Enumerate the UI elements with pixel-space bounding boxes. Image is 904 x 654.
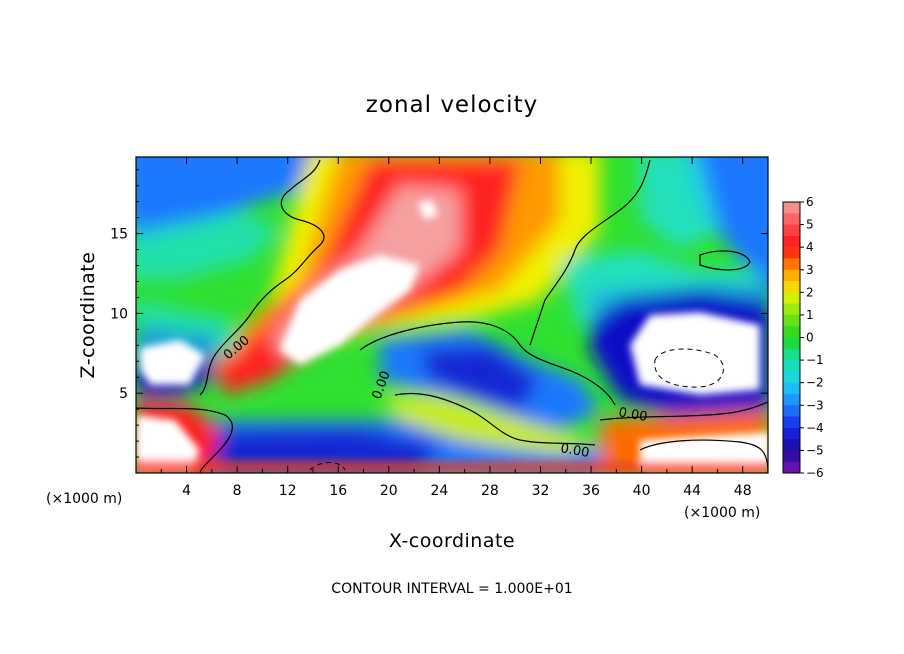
- colorbar: 6 5 4 3 2 1 0 −1 −2 −3 −4 −5 −6: [782, 195, 824, 480]
- region-upper-left-blue: [136, 157, 320, 239]
- colorbar-tick-label: −5: [806, 443, 824, 457]
- colorbar-cell: [783, 213, 800, 226]
- region-top-white-core: [418, 200, 438, 220]
- colorbar-cell: [783, 416, 800, 429]
- contour-central: [359, 321, 616, 406]
- colorbar-tick-label: 1: [806, 308, 814, 322]
- colorbar-cell: [783, 393, 800, 406]
- contour-interval-footer: CONTOUR INTERVAL = 1.000E+01: [331, 581, 572, 597]
- y-tick-label: 5: [119, 386, 128, 402]
- x-tick-label: 48: [734, 483, 752, 499]
- colorbar-cell: [783, 247, 800, 259]
- colorbar-cell: [783, 224, 800, 237]
- colorbar-cell: [783, 382, 800, 395]
- colorbar-cells: [783, 202, 800, 474]
- colorbar-tick-label: −3: [806, 398, 824, 412]
- colorbar-cell: [783, 202, 800, 214]
- region-plume-saturated: [280, 255, 420, 365]
- colorbar-tick-label: 3: [806, 263, 814, 277]
- x-tick-label: 16: [329, 483, 347, 499]
- contour-central-upper: [529, 159, 651, 346]
- colorbar-cell: [783, 371, 800, 384]
- x-unit-label-left: (×1000 m): [46, 491, 122, 507]
- colorbar-tick-label: 5: [806, 218, 814, 232]
- y-tick-label: 15: [110, 227, 128, 243]
- region-middle-deep-blue: [420, 345, 540, 410]
- chart-title: zonal velocity: [366, 92, 538, 118]
- region-left-saturated: [140, 340, 205, 385]
- colorbar-tick-label: −4: [806, 421, 824, 435]
- x-tick-label: 20: [380, 483, 398, 499]
- x-axis-label: X-coordinate: [389, 530, 515, 552]
- region-right-vortex-saturated: [630, 312, 760, 395]
- colorbar-cell: [783, 450, 800, 463]
- colorbar-cell: [783, 303, 800, 316]
- x-axis: 4 8 12 16 20 24 28 32 36 40 44 48: [160, 157, 752, 499]
- colorbar-cell: [783, 235, 800, 248]
- contour-label-bottom: 0.00: [559, 441, 590, 461]
- zero-contours: [136, 159, 768, 473]
- contour-label-right: 0.00: [617, 405, 648, 425]
- colorbar-tick-label: −2: [806, 376, 824, 390]
- region-bottom-left-saturated: [136, 415, 200, 473]
- y-axis: 5 10 15: [110, 169, 768, 458]
- x-tick-label: 36: [582, 483, 600, 499]
- contour-bottom-small: [309, 462, 346, 471]
- region-right-vortex-cyan: [560, 250, 768, 330]
- x-tick-label: 24: [430, 483, 448, 499]
- x-unit-label-right: (×1000 m): [684, 505, 760, 521]
- x-tick-label: 40: [633, 483, 651, 499]
- x-tick-label: 32: [532, 483, 550, 499]
- colorbar-cell: [783, 281, 800, 293]
- contour-bottom-right: [639, 439, 768, 473]
- colorbar-cell: [783, 326, 800, 338]
- colorbar-labels: 6 5 4 3 2 1 0 −1 −2 −3 −4 −5 −6: [800, 195, 824, 480]
- colorbar-cell: [783, 439, 800, 451]
- colorbar-cell: [783, 461, 800, 474]
- colorbar-cell: [783, 337, 800, 350]
- contour-lower-middle: [394, 392, 596, 446]
- y-axis-label: Z-coordinate: [77, 252, 99, 379]
- contour-right-loop: [699, 250, 751, 271]
- colorbar-cell: [783, 314, 800, 327]
- x-tick-label: 8: [233, 483, 242, 499]
- x-tick-label: 4: [182, 483, 191, 499]
- y-tick-label: 10: [110, 306, 128, 322]
- region-bottom-strip-red: [136, 460, 768, 473]
- x-tick-label: 44: [683, 483, 701, 499]
- contour-upper-left: [199, 159, 325, 396]
- dashed-contours: [309, 348, 724, 471]
- colorbar-cell: [783, 360, 800, 372]
- region-upper-left-cyan: [136, 210, 280, 280]
- colorbar-cell: [783, 258, 800, 271]
- colorbar-cell: [783, 269, 800, 282]
- colorbar-tick-label: −1: [806, 353, 824, 367]
- x-tick-label: 12: [279, 483, 297, 499]
- contour-lower-left: [136, 407, 233, 473]
- colorbar-cell: [783, 405, 800, 418]
- colorbar-tick-label: −6: [806, 466, 824, 480]
- colorbar-cell: [783, 427, 800, 440]
- colorbar-tick-label: 2: [806, 285, 814, 299]
- contour-right-outer: [599, 401, 768, 421]
- x-tick-label: 28: [481, 483, 499, 499]
- colorbar-cell: [783, 292, 800, 305]
- colorbar-tick-label: 4: [806, 240, 814, 254]
- heatmap-field: 0.00 0.00 0.00 0.00: [136, 157, 768, 473]
- colorbar-cell: [783, 348, 800, 361]
- region-lower-yellow-mid: [380, 395, 600, 455]
- region-upper-right-cyan: [640, 157, 720, 250]
- colorbar-tick-label: 0: [806, 331, 814, 345]
- plot-frame: [135, 156, 769, 474]
- colorbar-tick-label: 6: [806, 195, 814, 209]
